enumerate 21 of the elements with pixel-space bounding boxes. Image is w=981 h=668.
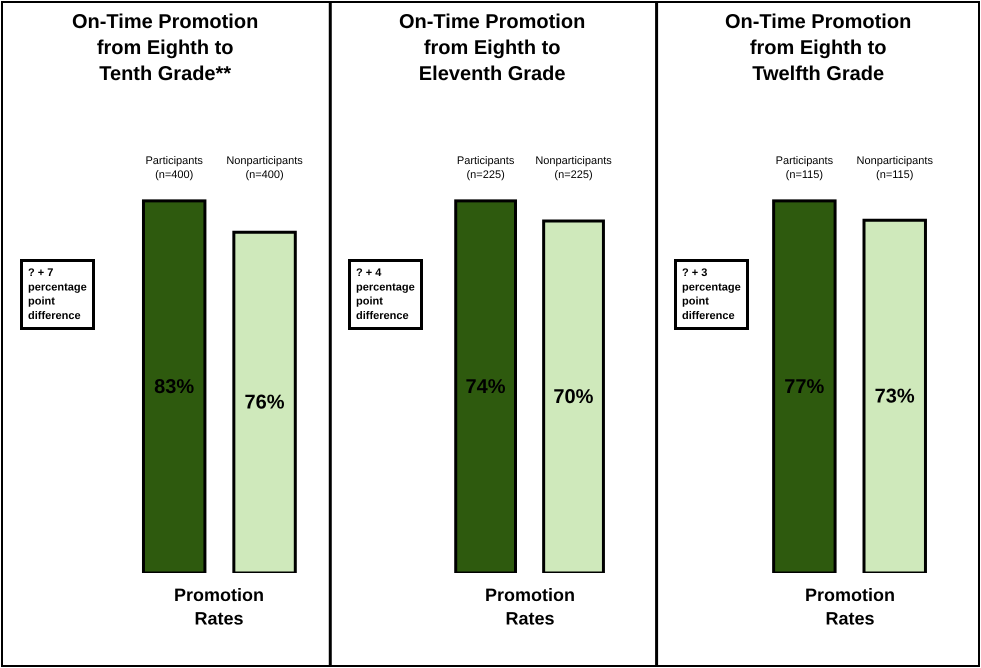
data-label: 73%	[874, 386, 915, 408]
chart-title: On-Time Promotion from Eighth to Eleventh Grade	[399, 11, 586, 85]
data-label: 74%	[465, 376, 506, 398]
data-label: 77%	[784, 376, 824, 398]
data-label: 76%	[244, 392, 285, 414]
text: ? + 4 percentage point difference	[356, 267, 415, 322]
data-label: 83%	[154, 376, 194, 398]
x-axis-title: Promotion Rates	[485, 585, 575, 628]
text: ? + 3 percentage point difference	[682, 267, 741, 322]
x-axis-title: Promotion Rates	[174, 585, 264, 628]
x-tick-label: Nonparticipants (n=400)	[226, 154, 304, 182]
x-axis-title: Promotion Rates	[805, 585, 895, 628]
x-tick-label: Nonparticipants (n=225)	[535, 154, 612, 182]
chart-title: On-Time Promotion from Eighth to Twelfth Grade	[725, 11, 912, 85]
chart-title: On-Time Promotion from Eighth to Tenth Grade**	[72, 11, 258, 85]
x-tick-label: Participants (n=400)	[145, 154, 204, 182]
x-tick-label: Participants (n=115)	[776, 154, 834, 182]
x-tick-label: Nonparticipants (n=115)	[856, 154, 934, 182]
text: ? + 7 percentage point difference	[28, 267, 87, 322]
x-tick-label: Participants (n=225)	[456, 154, 515, 182]
data-label: 70%	[553, 386, 594, 408]
